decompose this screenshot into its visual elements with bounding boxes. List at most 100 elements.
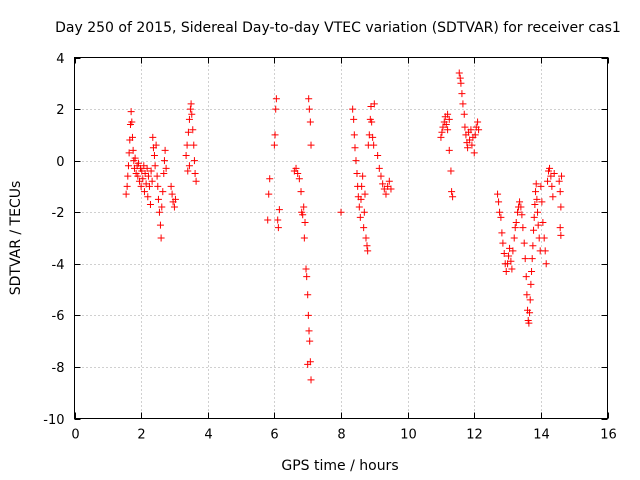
data-point [124,162,132,170]
data-point [149,133,157,141]
data-point [159,188,167,196]
data-point [549,193,557,201]
data-point [154,182,162,190]
x-tick-label: 2 [137,428,145,443]
data-point [302,265,310,273]
data-point [539,219,547,227]
data-point [444,126,452,134]
data-point [270,141,278,149]
data-point [474,118,482,126]
y-tick-label: -8 [52,361,65,376]
data-point [360,224,368,232]
data-point [530,226,538,234]
data-point [306,337,314,345]
data-point [358,182,366,190]
data-point [275,206,283,214]
data-point [272,105,280,113]
chart-title: Day 250 of 2015, Sidereal Day-to-day VTE… [55,20,621,36]
data-point [532,188,540,196]
data-point [183,141,191,149]
data-point [523,291,531,299]
data-point [304,360,312,368]
data-point [370,100,378,108]
data-point [447,167,455,175]
data-point [514,208,522,216]
data-point [170,203,178,211]
data-point [191,170,199,178]
x-tick-label: 14 [533,428,550,443]
x-tick-label: 12 [466,428,483,443]
x-tick-label: 8 [337,428,345,443]
data-point [350,115,358,123]
data-point [266,175,274,183]
data-point [370,141,378,149]
data-point [304,291,312,299]
data-point [528,268,536,276]
data-point [356,213,364,221]
data-point [460,110,468,118]
data-point [137,182,145,190]
data-point [300,234,308,242]
data-point [510,234,518,242]
data-point [357,195,365,203]
data-point [496,208,504,216]
data-point [529,242,537,250]
data-point [526,296,534,304]
data-point [361,190,369,198]
data-point [145,182,153,190]
data-point [502,268,510,276]
data-point [131,154,139,162]
data-point [168,190,176,198]
data-point [292,164,300,172]
data-point [494,190,502,198]
y-tick-label: 0 [56,155,64,170]
data-point [306,118,314,126]
x-tick-label: 6 [270,428,278,443]
data-point [301,219,309,227]
data-point [546,164,554,172]
data-point [516,198,524,206]
x-axis-label: GPS time / hours [281,458,398,474]
data-point [550,170,558,178]
data-point [148,177,156,185]
data-point [533,195,541,203]
data-point [186,105,194,113]
data-point [522,273,530,281]
data-point [368,118,376,126]
x-tick-label: 16 [600,428,617,443]
data-point [468,141,476,149]
data-point [161,146,169,154]
data-point [185,162,193,170]
data-point [442,121,450,129]
y-tick-label: 4 [56,52,64,67]
data-point [467,126,475,134]
data-point [305,327,313,335]
data-point [379,180,387,188]
data-point [532,180,540,188]
data-point [528,255,536,263]
data-point [122,190,130,198]
data-point [517,203,525,211]
y-axis-label: SDTVAR / TECUs [8,181,24,296]
data-point [307,376,315,384]
data-point [499,239,507,247]
data-point [140,188,148,196]
data-point [146,200,154,208]
data-point [129,146,137,154]
data-point [351,144,359,152]
data-point [265,190,273,198]
data-point [295,175,303,183]
data-point [438,128,446,136]
data-point [297,188,305,196]
data-point [128,133,136,141]
data-point [457,79,465,87]
data-point [362,234,370,242]
data-point [190,141,198,149]
data-point [455,69,463,77]
data-point [369,133,377,141]
data-point [530,213,538,221]
tick-labels: 0 2 4 6 8 10 12 14 16 -10 -8 -6 -4 -2 0 2 4 [43,52,617,443]
data-point [353,170,361,178]
data-point [144,193,152,201]
data-point [352,157,360,165]
